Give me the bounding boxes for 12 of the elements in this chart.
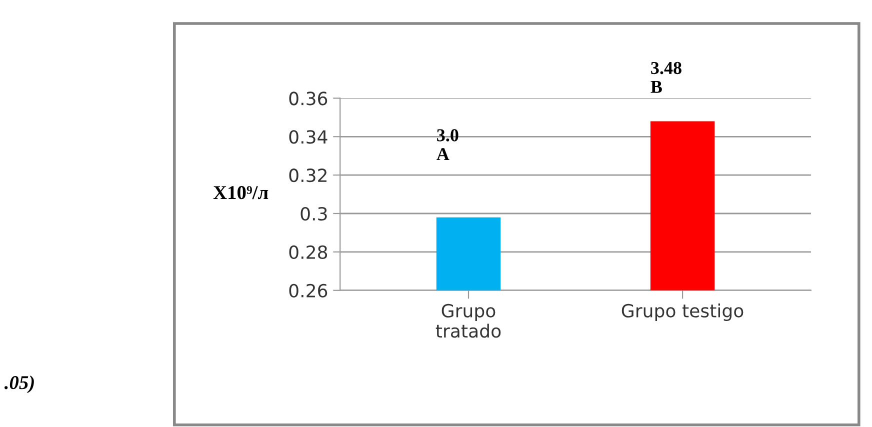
y-tick-label: 0.28 [289,245,328,260]
y-tick-label: 0.3 [300,206,327,221]
annotation: 3.0 A [436,129,458,160]
x-tick-label: Grupo testigo [622,304,744,322]
text: 3.48 B [650,62,682,93]
y-tick-label: 0.26 [289,284,328,298]
y-tick-label: 0.36 [289,92,328,106]
y-tick-label: 0.34 [289,130,328,144]
text: .05) [4,375,34,394]
x-tick-label: Grupo tratado [436,304,501,338]
y-axis-title: X10⁹/л [213,186,268,200]
y-tick-label: 0.32 [289,168,326,182]
